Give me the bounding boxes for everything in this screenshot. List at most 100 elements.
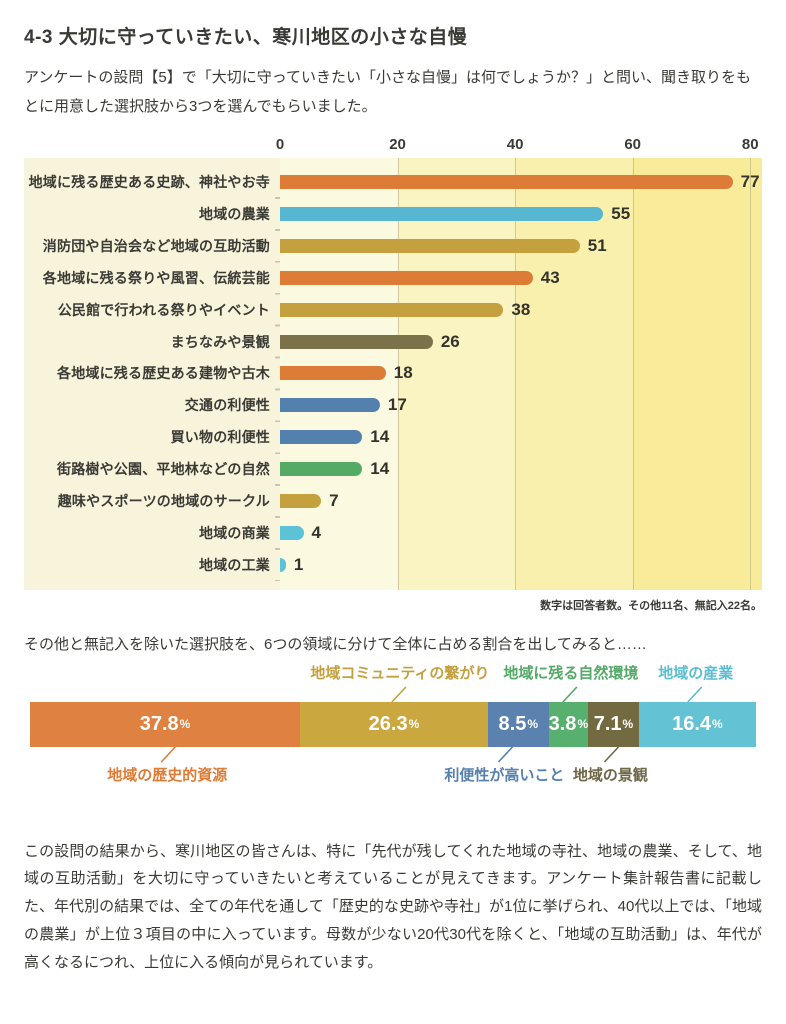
- bar-value-label: 14: [370, 459, 390, 479]
- connector-line: [603, 745, 620, 763]
- chart-note: 数字は回答者数。その他11名、無記入22名。: [540, 599, 762, 612]
- bar-chart-plot: 77 55 51 43 38 26 18 17 14 14 7 4 1: [275, 157, 762, 590]
- category-label: 各地域に残る歴史ある建物や古木: [57, 365, 270, 382]
- category-label: 買い物の利便性: [170, 429, 270, 446]
- segment-callout-label: 地域の産業: [658, 664, 734, 682]
- bar-value-label: 14: [370, 427, 390, 447]
- bar-value-label: 17: [387, 395, 407, 415]
- connector-line: [562, 685, 578, 703]
- stacked-segment: 3.8%: [548, 701, 589, 747]
- bar-value-label: 18: [393, 363, 413, 383]
- row-tick-marks: [275, 166, 280, 581]
- bar-value-label: 4: [311, 522, 321, 542]
- stacked-segment: 8.5%: [487, 701, 549, 747]
- bar-chart-category-labels: 地域に残る歴史ある史跡、神社やお寺 地域の農業 消防団や自治会など地域の互助活動 各地…: [24, 157, 280, 590]
- bar-row: 77: [280, 167, 762, 199]
- bar-row: 43: [280, 262, 762, 294]
- segment-callout-label: 地域の歴史的資源: [107, 766, 228, 784]
- bar-chart-axis: 0 20 40 60 80: [276, 135, 762, 158]
- connector-line: [160, 745, 176, 763]
- bar-row: 26: [280, 326, 762, 358]
- segment-percent-value: 16.4: [672, 712, 712, 735]
- category-label: 街路樹や公園、平地林などの自然: [57, 461, 270, 478]
- category-label: 趣味やスポーツの地域のサークル: [57, 492, 270, 509]
- bar: [280, 334, 433, 349]
- bar-row: 17: [280, 389, 762, 421]
- segment-percent-unit: %: [577, 717, 589, 731]
- bar: [280, 398, 380, 413]
- axis-tick-label: 80: [741, 135, 759, 153]
- axis-tick-label: 0: [275, 135, 285, 153]
- bar-chart-body: 地域に残る歴史ある史跡、神社やお寺 地域の農業 消防団や自治会など地域の互助活動 各地…: [24, 157, 762, 590]
- bar: [280, 462, 363, 477]
- bar: [280, 239, 580, 254]
- bar-value-label: 55: [611, 204, 631, 224]
- gridline: [632, 157, 634, 590]
- axis-tick-label: 20: [389, 135, 406, 153]
- bar: [280, 525, 304, 540]
- bar-value-label: 43: [540, 267, 560, 287]
- bar-value-label: 51: [587, 236, 607, 256]
- bar-row: 18: [280, 358, 762, 390]
- bar: [280, 557, 286, 572]
- stacked-segment: 37.8%: [30, 701, 301, 747]
- bar: [280, 175, 733, 190]
- stacked-segment: 7.1%: [588, 701, 639, 747]
- bar-row: 14: [280, 421, 762, 453]
- segment-percent-value: 3.8: [548, 712, 577, 735]
- segment-percent-unit: %: [408, 717, 420, 731]
- category-label: 消防団や自治会など地域の互助活動: [42, 238, 270, 255]
- bar-row: 14: [280, 453, 762, 485]
- segment-callout-label: 利便性が高いこと: [444, 766, 565, 784]
- bar-row: 51: [280, 230, 762, 262]
- bar-row: 7: [280, 485, 762, 517]
- bar-value-label: 77: [740, 172, 760, 192]
- connector-line: [687, 685, 703, 703]
- category-label: 地域の農業: [199, 206, 270, 223]
- segment-percent-unit: %: [622, 717, 634, 731]
- bar: [280, 270, 533, 285]
- category-label: 地域の商業: [199, 524, 270, 541]
- segment-percent-value: 37.8: [139, 712, 179, 735]
- bar-row: 38: [280, 294, 762, 326]
- segment-percent-value: 8.5: [498, 712, 527, 735]
- category-label: 各地域に残る祭りや風習、伝統芸能: [42, 269, 270, 286]
- connector-line: [497, 745, 514, 763]
- conclusion-paragraph: この設問の結果から、寒川地区の皆さんは、特に「先代が残してくれた地域の寺社、地域…: [24, 842, 762, 971]
- gridline: [515, 157, 517, 590]
- segment-callout-label: 地域に残る自然環境: [503, 664, 639, 682]
- gridline: [397, 157, 399, 590]
- intro-paragraph: アンケートの設問【5】で「大切に守っていきたい「小さな自慢」は何でしょうか？」と…: [24, 69, 751, 116]
- page-title: 4-3 大切に守っていきたい、寒川地区の小さな自慢: [24, 27, 468, 48]
- segment-percent-unit: %: [712, 717, 723, 731]
- category-label: 交通の利便性: [184, 397, 270, 414]
- connector-line: [391, 685, 407, 703]
- segment-percent-value: 7.1: [593, 712, 622, 735]
- category-label: まちなみや景観: [170, 333, 270, 350]
- bar: [280, 302, 504, 317]
- bar-rows: 77 55 51 43 38 26 18 17 14 14 7 4 1: [280, 158, 762, 590]
- bar: [280, 430, 363, 445]
- category-label: 地域の工業: [199, 556, 270, 573]
- gridline: [750, 157, 752, 590]
- axis-tick-label: 40: [506, 135, 524, 153]
- bar-value-label: 38: [511, 299, 531, 319]
- bar: [280, 493, 322, 508]
- bar-chart: 0 20 40 60 80 地域に残る歴史ある史跡、神社やお寺地域の農業消防団や自治会な…: [24, 136, 762, 590]
- category-label: 地域に残る歴史ある史跡、神社やお寺: [28, 174, 270, 191]
- stacked-segment: 16.4%: [638, 701, 756, 747]
- segment-percent-value: 26.3: [368, 712, 408, 735]
- bar-value-label: 7: [329, 490, 339, 510]
- segment-percent-unit: %: [179, 717, 191, 731]
- bar-value-label: 26: [440, 331, 460, 351]
- segment-callout-label: 地域の景観: [572, 766, 648, 784]
- segment-percent-unit: %: [527, 717, 538, 731]
- bar-row: 1: [280, 549, 762, 581]
- axis-tick-label: 60: [624, 135, 642, 153]
- stacked-bar-chart: 37.8% 26.3% 8.5% 3.8% 7.1% 16.4% 地域の歴史的資源 地域コミ…: [30, 660, 756, 792]
- bar: [280, 366, 386, 381]
- bar-row: 55: [280, 198, 762, 230]
- segment-callout-label: 地域コミュニティの繋がり: [310, 664, 490, 682]
- bar: [280, 207, 604, 222]
